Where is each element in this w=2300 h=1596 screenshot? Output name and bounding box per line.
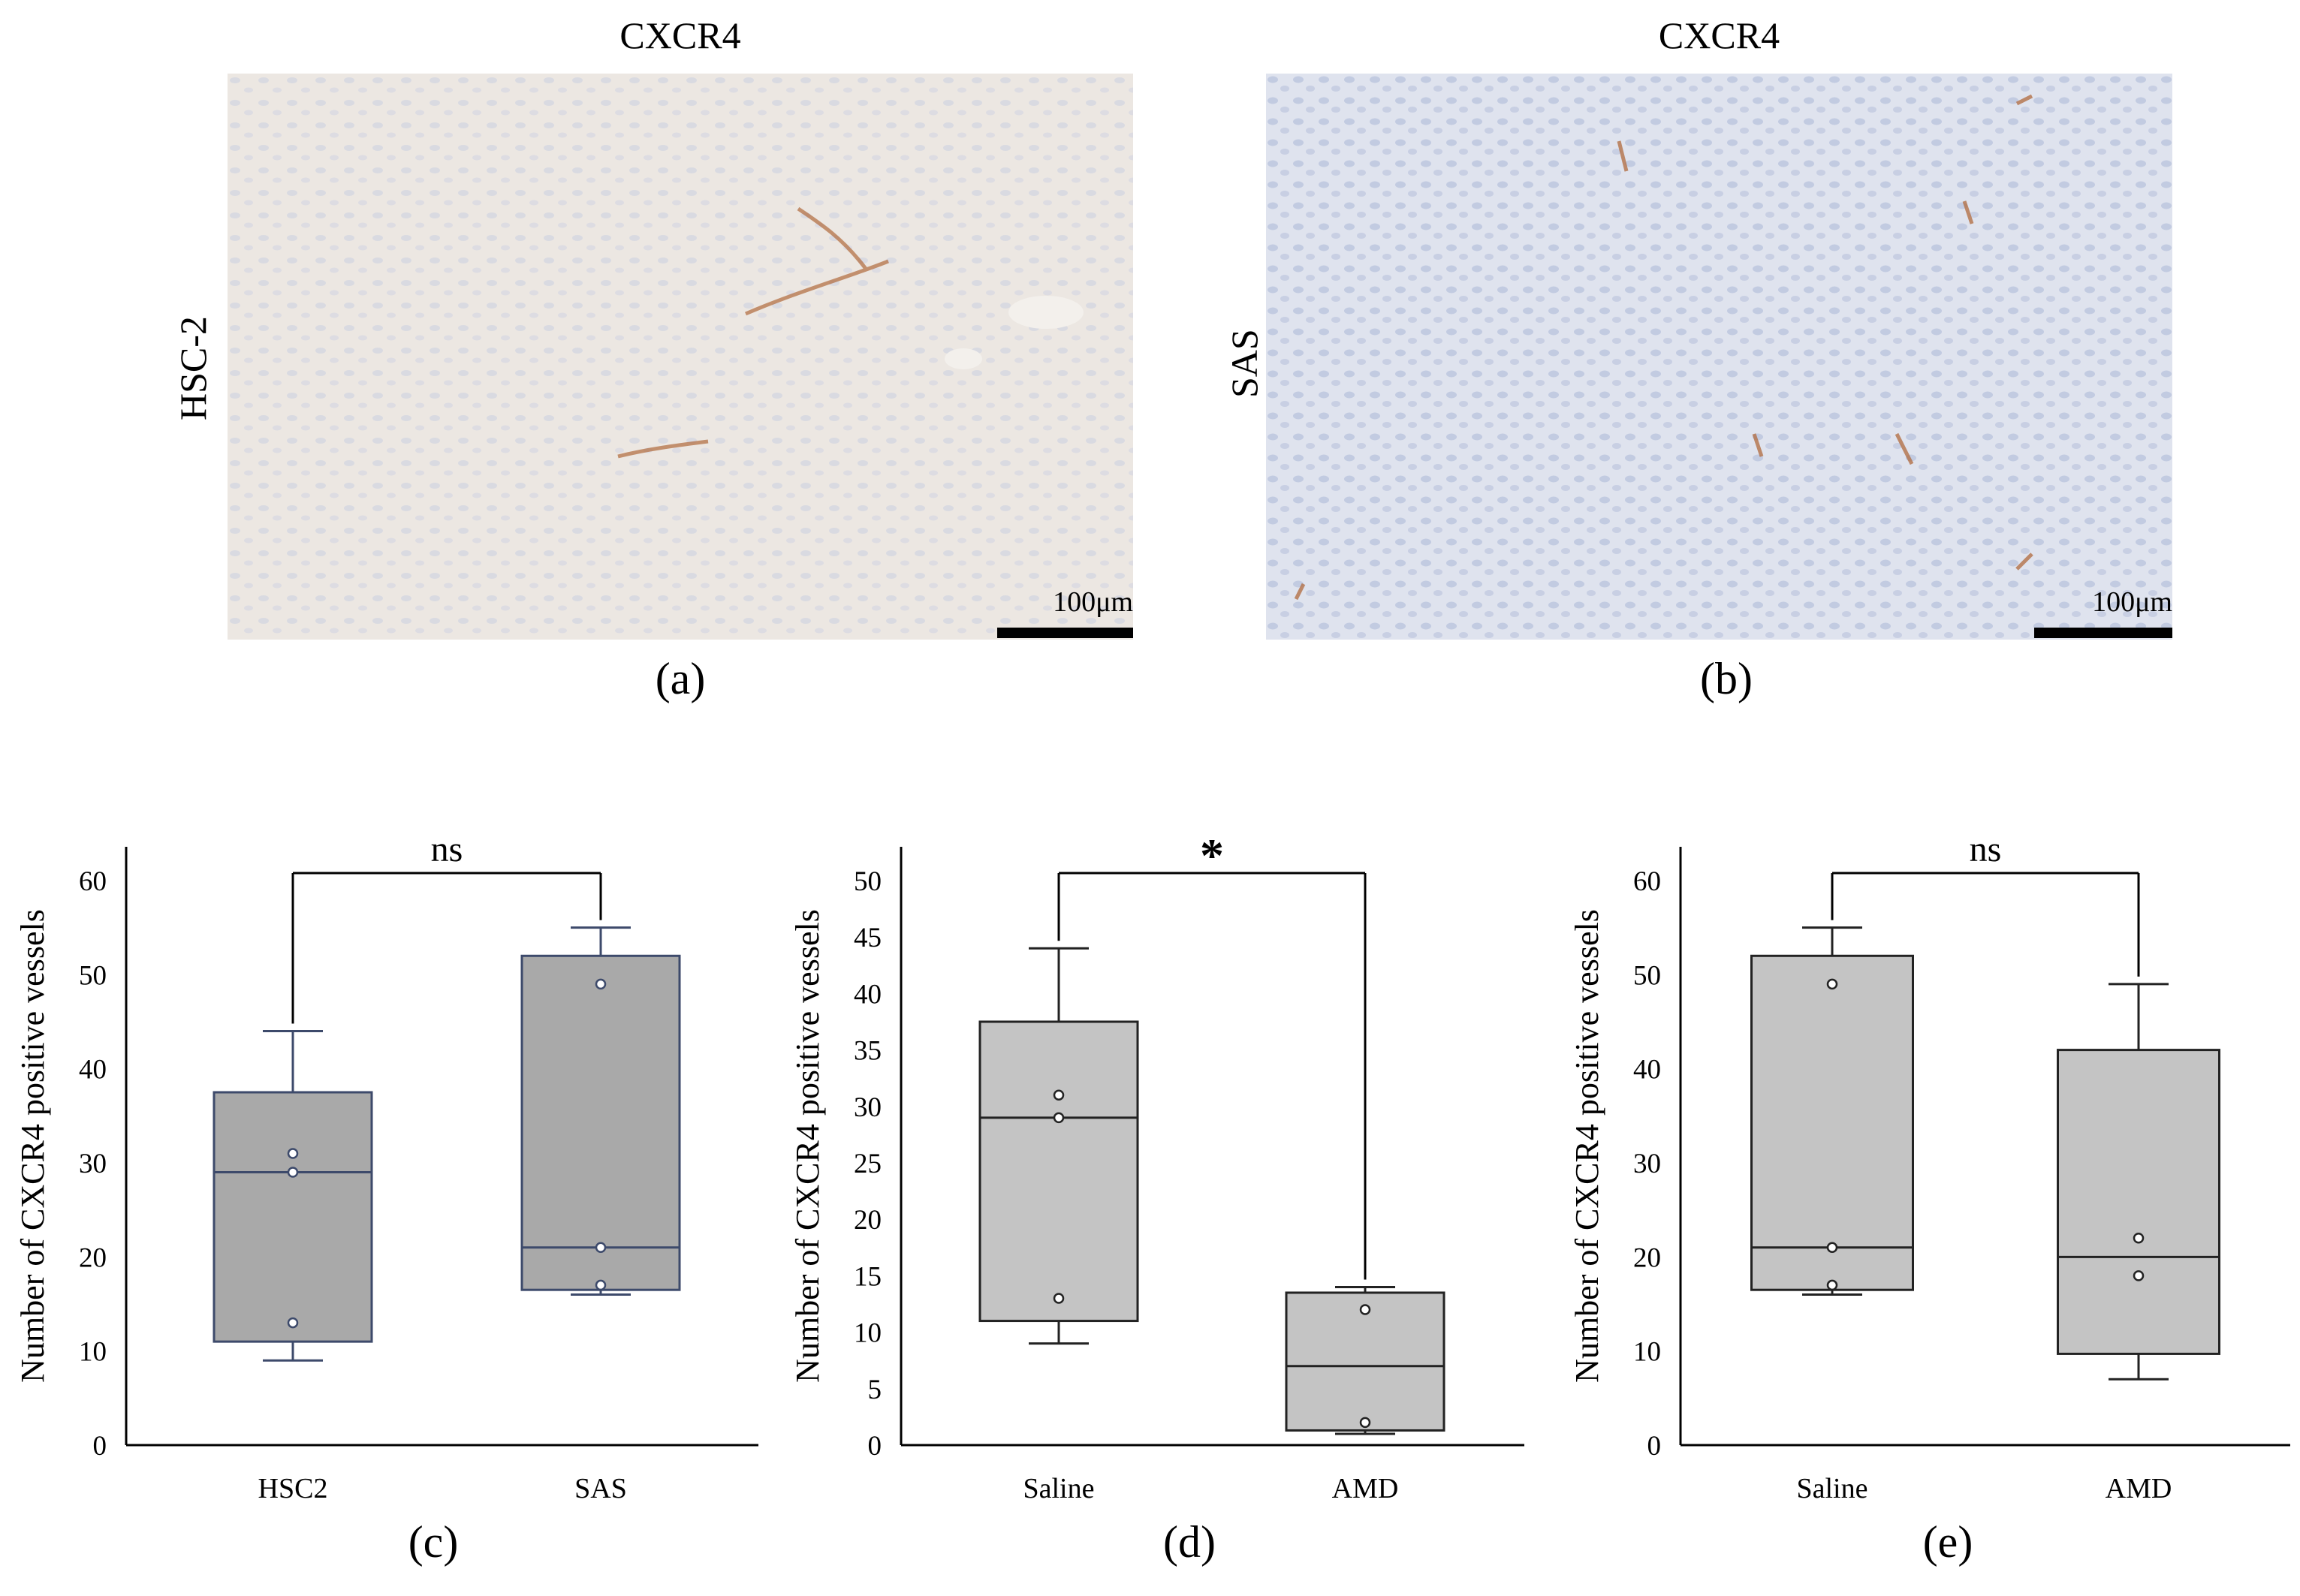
data-point [595,1242,607,1254]
data-point [1053,1089,1065,1101]
data-point [287,1317,299,1329]
y-tick-label: 40 [1633,1055,1661,1086]
data-point [1359,1417,1371,1429]
y-tick-label: 30 [854,1092,882,1123]
panel-a-scale-label: 100μm [1053,586,1133,618]
y-tick-label: 5 [868,1375,882,1405]
box-iqr [2057,1049,2220,1355]
panel-b-scale-bar [2034,628,2172,638]
panel-a-title: CXCR4 [619,14,741,56]
data-point [1359,1304,1371,1315]
y-axis-label: Number of CXCR4 positive vessels [789,909,826,1383]
data-point [1826,1279,1838,1291]
y-tick-label: 50 [79,960,107,991]
significance-label: * [1200,829,1224,882]
data-point [2133,1233,2145,1244]
panel-a-row-label: HSC-2 [172,316,214,420]
y-tick-label: 35 [854,1036,882,1067]
y-tick-label: 40 [79,1055,107,1086]
data-point [595,1279,607,1291]
data-point [287,1148,299,1159]
boxplot-chart-e: 0 10 20 30 40 50 60 Number of CXCR4 positive ve… [1569,830,2290,1504]
box-iqr [1750,954,1914,1291]
box-iqr [978,1020,1139,1323]
micrograph-sas-texture [1266,74,2172,640]
y-tick-label: 0 [1647,1431,1662,1462]
micrograph-sas [1266,74,2172,640]
panel-a-label: (a) [655,654,706,703]
y-axis-label: Number of CXCR4 positive vessels [14,909,51,1383]
panel-c-label: (c) [408,1517,459,1567]
box-iqr [520,954,681,1291]
panel-b-title: CXCR4 [1658,14,1780,56]
y-tick-label: 25 [854,1149,882,1179]
y-tick-label: 20 [79,1242,107,1273]
y-tick-label: 10 [854,1318,882,1349]
x-tick-label: Saline [1797,1473,1868,1504]
x-tick-label: AMD [2106,1473,2172,1504]
data-point [2133,1270,2145,1281]
y-tick-label: 50 [1633,960,1661,991]
y-tick-label: 30 [79,1149,107,1179]
y-tick-label: 10 [79,1337,107,1368]
x-tick-label: Saline [1023,1473,1095,1504]
y-tick-label: 50 [854,866,882,897]
data-point [287,1167,299,1178]
data-point [1053,1293,1065,1304]
y-tick-label: 60 [79,866,107,897]
y-tick-label: 60 [1633,866,1661,897]
y-axis-label: Number of CXCR4 positive vessels [1569,909,1605,1383]
x-tick-label: AMD [1332,1473,1399,1504]
boxplot-chart-d: 0 5 10 15 20 25 30 35 40 45 50 Number of CXCR4 posi… [789,829,1524,1504]
y-tick-label: 0 [93,1431,107,1462]
data-point [595,978,607,990]
y-tick-label: 0 [868,1431,882,1462]
y-tick-label: 20 [854,1205,882,1236]
y-tick-label: 30 [1633,1149,1661,1179]
panel-b-scale-label: 100μm [2092,586,2172,618]
y-tick-label: 45 [854,923,882,953]
panel-d-label: (d) [1163,1517,1216,1567]
boxplot-chart-c: 0 10 20 30 40 50 60 Number of CXCR4 positive ve… [14,830,758,1504]
panel-b-row-label: SAS [1223,329,1265,398]
x-tick-label: HSC2 [258,1473,328,1504]
data-point [1826,1242,1838,1254]
significance-label: ns [431,830,463,869]
y-tick-label: 15 [854,1261,882,1292]
micrograph-hsc2 [228,74,1133,640]
y-tick-label: 40 [854,979,882,1010]
panel-e-label: (e) [1922,1517,1973,1567]
panel-b-label: (b) [1700,654,1753,703]
y-tick-label: 10 [1633,1337,1661,1368]
data-point [1826,978,1838,990]
box-iqr [1285,1291,1445,1432]
box-iqr [213,1091,373,1343]
micrograph-hsc2-texture [228,74,1133,640]
significance-label: ns [1970,830,2002,869]
y-tick-label: 20 [1633,1242,1661,1273]
panel-a-scale-bar [997,628,1133,638]
x-tick-label: SAS [574,1473,627,1504]
data-point [1053,1112,1065,1124]
